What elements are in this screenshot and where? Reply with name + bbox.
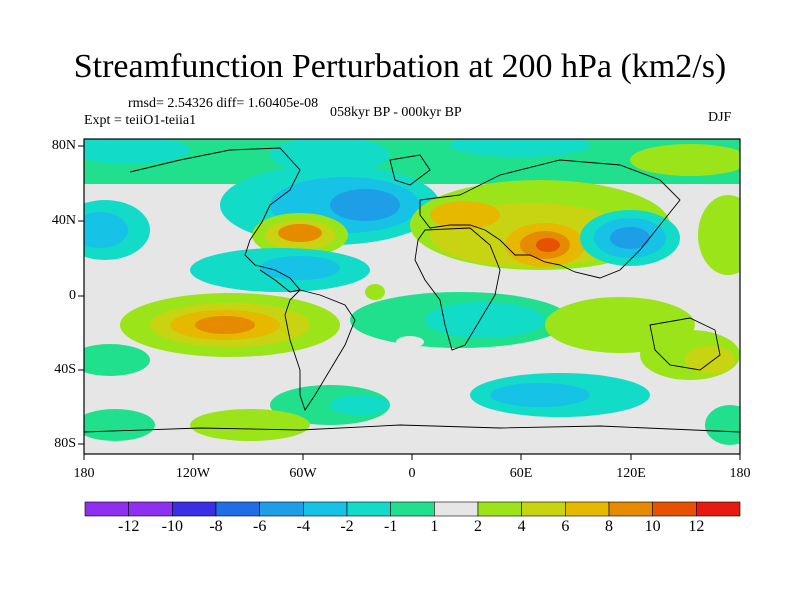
x-label-0: 0 bbox=[408, 466, 416, 481]
stats-text: rmsd= 2.54326 diff= 1.60405e-08 bbox=[128, 96, 319, 111]
x-label-120w: 120W bbox=[175, 466, 211, 481]
colorbar-box bbox=[303, 501, 348, 517]
ne-pacific-pos bbox=[698, 195, 740, 275]
colorbar-box bbox=[215, 501, 260, 517]
colorbar-box bbox=[390, 501, 435, 517]
pacific-neg-3 bbox=[610, 227, 650, 249]
y-label-80n: 80N bbox=[51, 138, 76, 153]
colorbar-box bbox=[346, 501, 391, 517]
colorbar-label: -8 bbox=[209, 518, 223, 535]
x-label-180w: 180 bbox=[73, 466, 95, 481]
colorbar-box bbox=[521, 501, 566, 517]
colorbar-box bbox=[84, 501, 129, 517]
map-title: Streamfunction Perturbation at 200 hPa (… bbox=[73, 48, 727, 85]
colorbar-box bbox=[652, 501, 697, 517]
x-label-60e: 60E bbox=[509, 466, 533, 481]
so-neg-7 bbox=[705, 405, 740, 445]
y-label-80s: 80S bbox=[54, 436, 76, 451]
colorbar-label: -4 bbox=[296, 518, 310, 535]
colorbar-box bbox=[172, 501, 217, 517]
aus-pos-2 bbox=[685, 346, 735, 374]
sp-pos-4 bbox=[195, 316, 255, 334]
colorbar-box bbox=[477, 501, 522, 517]
arctic-cyan-right bbox=[450, 139, 590, 157]
axis-ticks bbox=[78, 145, 741, 460]
colorbar-label: -10 bbox=[161, 518, 183, 535]
si-neg-2 bbox=[425, 302, 545, 338]
arctic-cyan-left bbox=[84, 139, 190, 164]
contour-field bbox=[84, 139, 740, 454]
colorbar-box bbox=[259, 501, 304, 517]
eurasia-outline bbox=[419, 159, 681, 279]
antarctica-outline bbox=[84, 424, 740, 433]
australia-outline bbox=[649, 317, 721, 371]
colorbar-box bbox=[128, 501, 173, 517]
north-america-outline bbox=[129, 147, 301, 293]
coastlines bbox=[84, 147, 740, 433]
colorbar-box bbox=[565, 501, 610, 517]
colorbar-label: -12 bbox=[117, 518, 140, 535]
si-gap bbox=[396, 336, 424, 348]
so-neg-4 bbox=[490, 383, 590, 407]
experiment-label: Expt = teiiO1-teiia1 bbox=[84, 113, 197, 128]
so-pos-1 bbox=[190, 409, 310, 441]
colorbar-box bbox=[434, 501, 479, 517]
colorbar-label: -1 bbox=[383, 518, 398, 535]
colorbar-label: 10 bbox=[644, 518, 661, 535]
colorbar-label: 2 bbox=[474, 518, 482, 535]
india-pos-3 bbox=[536, 238, 560, 252]
season-label: DJF bbox=[708, 110, 732, 125]
colorbar-label: 12 bbox=[688, 518, 705, 535]
colorbar-label: -6 bbox=[252, 518, 267, 535]
atlantic-neg-3 bbox=[330, 189, 400, 221]
so-neg-6 bbox=[84, 409, 155, 441]
africa-outline bbox=[414, 227, 501, 351]
colorbar-label: 8 bbox=[605, 518, 613, 535]
us-pos-3 bbox=[278, 224, 322, 242]
colorbar-label: 6 bbox=[561, 518, 570, 535]
south-america-outline bbox=[284, 289, 356, 412]
x-label-60w: 60W bbox=[289, 466, 317, 481]
y-label-40n: 40N bbox=[51, 213, 76, 228]
colorbar bbox=[84, 501, 741, 517]
x-label-120e: 120E bbox=[616, 466, 646, 481]
period-label: 058kyr BP - 000kyr BP bbox=[330, 105, 462, 120]
eurasia-pos-3 bbox=[430, 201, 500, 229]
colorbar-label: 1 bbox=[430, 518, 439, 535]
colorbar-label: 4 bbox=[517, 518, 526, 535]
so-neg-2 bbox=[330, 395, 390, 415]
colorbar-box bbox=[608, 501, 653, 517]
small-pos bbox=[365, 284, 385, 300]
so-neg-5 bbox=[84, 344, 150, 376]
colorbar-box bbox=[696, 501, 741, 517]
y-label-0: 0 bbox=[69, 288, 76, 303]
arctic-cyan-mid bbox=[270, 139, 390, 173]
arctic-green-right bbox=[630, 144, 740, 176]
greenland-outline bbox=[389, 154, 431, 186]
x-label-180e: 180 bbox=[729, 466, 751, 481]
y-label-40s: 40S bbox=[54, 362, 76, 377]
colorbar-label: -2 bbox=[340, 518, 354, 535]
trop-neg-2 bbox=[260, 256, 340, 280]
west-neg-2 bbox=[84, 212, 128, 248]
